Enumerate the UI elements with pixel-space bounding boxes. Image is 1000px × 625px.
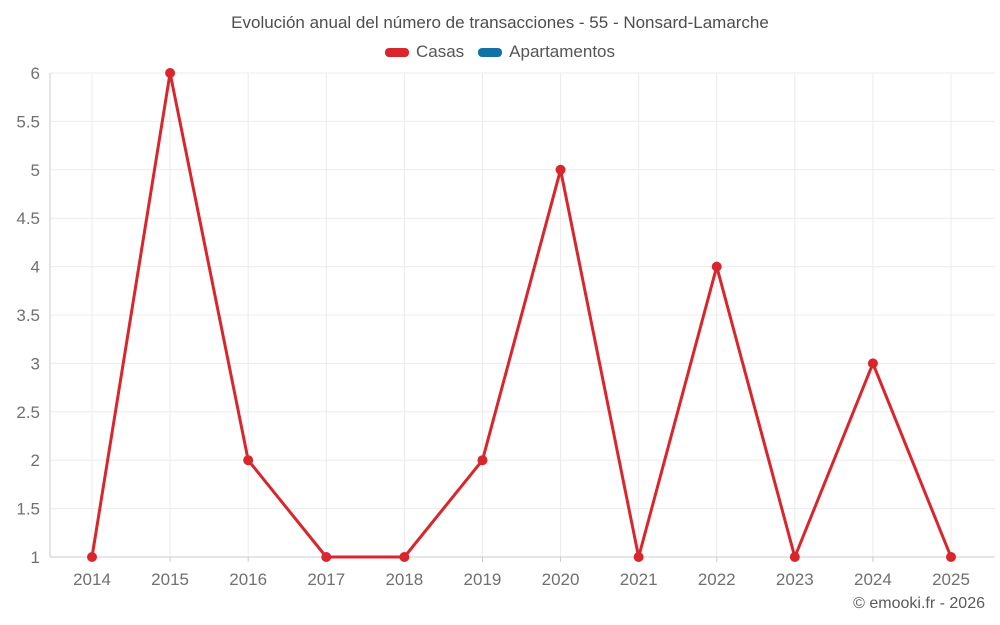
x-axis-tick-label: 2019	[464, 570, 502, 589]
y-axis-tick-label: 4	[31, 258, 40, 277]
y-axis-tick-label: 6	[31, 64, 40, 83]
casas-data-point[interactable]	[867, 358, 878, 369]
x-axis-tick-label: 2017	[307, 570, 345, 589]
x-axis-tick-label: 2014	[73, 570, 111, 589]
casas-data-point[interactable]	[789, 552, 800, 562]
casas-data-point[interactable]	[321, 552, 332, 562]
legend-label-apartamentos: Apartamentos	[509, 42, 616, 61]
x-axis-tick-label: 2015	[151, 570, 189, 589]
y-axis-tick-label: 1.5	[16, 500, 40, 519]
chart-title: Evolución anual del número de transaccio…	[231, 13, 769, 32]
apartamentos-series-swatch-icon	[478, 47, 503, 57]
x-axis-tick-label: 2025	[932, 570, 970, 589]
y-axis-tick-label: 2	[31, 451, 40, 470]
y-axis-tick-label: 1	[31, 548, 40, 567]
casas-data-point[interactable]	[477, 455, 488, 466]
casas-data-point[interactable]	[946, 552, 956, 562]
y-axis-tick-label: 3	[31, 354, 40, 373]
x-axis-tick-label: 2021	[620, 570, 658, 589]
legend-item-apartamentos[interactable]: Apartamentos	[478, 42, 615, 62]
legend-item-casas[interactable]: Casas	[384, 42, 465, 62]
legend-label-casas: Casas	[415, 42, 465, 61]
attribution: © emooki.fr - 2026	[853, 595, 985, 612]
y-axis-tick-label: 5.5	[16, 112, 40, 131]
legend: Casas Apartamentos	[0, 42, 1000, 62]
x-axis-tick-label: 2024	[854, 570, 892, 589]
x-axis-tick-label: 2016	[229, 570, 267, 589]
x-axis-tick-label: 2023	[776, 570, 814, 589]
casas-data-point[interactable]	[87, 552, 97, 562]
y-axis-tick-label: 5	[31, 161, 40, 180]
casas-data-point[interactable]	[633, 552, 644, 562]
y-axis-tick-label: 2.5	[16, 403, 40, 422]
casas-data-point[interactable]	[555, 164, 566, 175]
casas-data-point[interactable]	[711, 261, 722, 272]
y-axis-tick-label: 3.5	[16, 306, 40, 325]
x-axis-tick-label: 2022	[698, 570, 736, 589]
casas-series-swatch-icon	[384, 47, 409, 57]
x-axis-tick-label: 2020	[542, 570, 580, 589]
y-axis-tick-label: 4.5	[16, 209, 40, 228]
casas-data-point[interactable]	[243, 455, 254, 466]
x-axis-tick-label: 2018	[385, 570, 423, 589]
casas-series-line	[90, 71, 953, 559]
casas-data-point[interactable]	[399, 552, 410, 562]
casas-data-point[interactable]	[165, 68, 176, 78]
